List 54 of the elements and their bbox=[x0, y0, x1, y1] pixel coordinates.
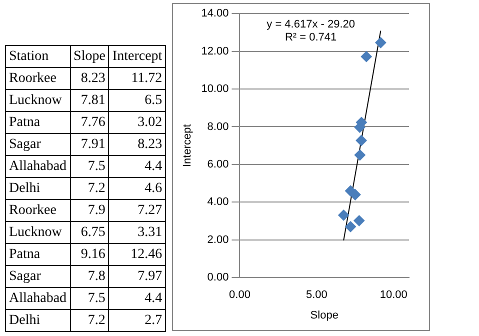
data-label: 6.75 bbox=[70, 222, 109, 244]
annotation: R² = 0.741 bbox=[285, 32, 337, 44]
annotation: y = 4.617x - 29.20 bbox=[266, 18, 356, 31]
data-label: 7.27 bbox=[108, 200, 166, 222]
data-label: 7.2 bbox=[70, 310, 109, 332]
y-tick-label: 10.00 bbox=[201, 83, 229, 96]
data-label: 7.76 bbox=[70, 112, 109, 134]
category-label: Lucknow bbox=[6, 90, 70, 112]
legend-label: Slope bbox=[70, 46, 109, 68]
y-tick-label: 8.00 bbox=[207, 120, 229, 133]
data-label: 7.2 bbox=[70, 178, 109, 200]
data-label: 3.31 bbox=[108, 222, 166, 244]
data-label: 6.5 bbox=[108, 90, 166, 112]
category-label: Allahabad bbox=[6, 156, 70, 178]
x-tick-label: 5.00 bbox=[306, 289, 328, 302]
data-label: 7.97 bbox=[108, 266, 166, 288]
data-label: 7.91 bbox=[70, 134, 109, 156]
data-label: 7.5 bbox=[70, 156, 109, 178]
text: Station bbox=[6, 46, 70, 68]
y-tick-label: 0.00 bbox=[207, 272, 229, 284]
category-label: Allahabad bbox=[6, 288, 70, 310]
y-tick-label: 14.00 bbox=[201, 8, 229, 20]
x-tick-label: 10.00 bbox=[380, 289, 408, 302]
x-axis-title: Slope bbox=[310, 309, 339, 322]
data-label: 4.4 bbox=[108, 288, 166, 310]
x-tick-label: 0.00 bbox=[229, 289, 251, 302]
y-tick-label: 2.00 bbox=[207, 234, 229, 246]
category-label: Roorkee bbox=[6, 68, 70, 90]
data-label: 9.16 bbox=[70, 244, 109, 266]
category-label: Delhi bbox=[6, 178, 70, 200]
category-label: Sagar bbox=[6, 134, 70, 156]
y-tick-label: 6.00 bbox=[207, 158, 229, 170]
y-tick-label: 12.00 bbox=[201, 45, 229, 58]
data-label: 4.6 bbox=[108, 178, 166, 200]
data-label: 11.72 bbox=[108, 68, 166, 90]
data-label: 7.81 bbox=[70, 90, 109, 112]
data-label: 4.4 bbox=[108, 156, 166, 178]
data-label: 8.23 bbox=[108, 134, 166, 156]
category-label: Lucknow bbox=[6, 222, 70, 244]
data-label: 8.23 bbox=[70, 68, 109, 90]
y-tick-label: 4.00 bbox=[207, 196, 229, 208]
category-label: Roorkee bbox=[6, 200, 70, 222]
data-label: 12.46 bbox=[108, 244, 166, 266]
data-label: 7.5 bbox=[70, 288, 109, 310]
data-label: 7.8 bbox=[70, 266, 109, 288]
y-axis-title: Intercept bbox=[182, 124, 194, 168]
legend-label: Intercept bbox=[108, 46, 166, 68]
category-label: Delhi bbox=[6, 310, 70, 332]
data-label: 7.9 bbox=[70, 200, 109, 222]
data-label: 3.02 bbox=[108, 112, 166, 134]
category-label: Patna bbox=[6, 112, 70, 134]
category-label: Sagar bbox=[6, 266, 70, 288]
data-label: 2.7 bbox=[108, 310, 166, 332]
category-label: Patna bbox=[6, 244, 70, 266]
